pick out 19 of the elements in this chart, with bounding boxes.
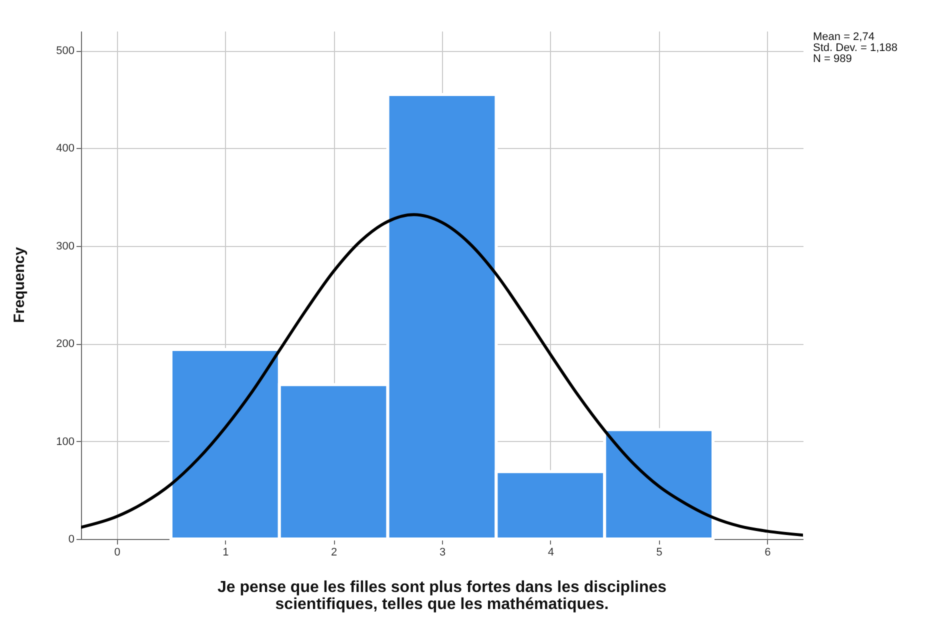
x-tick-label: 2 [331, 546, 338, 558]
y-tick-label: 300 [56, 240, 74, 252]
text: Mean = 2,74 [813, 31, 874, 43]
line-series [81, 213, 803, 537]
y-tick-label: 100 [56, 436, 74, 448]
x-tick-label: 1 [222, 546, 229, 558]
x-tick-label: 4 [548, 546, 554, 558]
x-axis-title: Je pense que les filles sont plus fortes dans les disciplines scientifiques, telles que les mathématiques. [217, 579, 667, 613]
y-tick-label: 200 [56, 338, 74, 350]
x-tick-label: 0 [114, 546, 120, 558]
x-tick-label: 5 [656, 546, 662, 558]
text: N = 989 [813, 53, 852, 65]
y-tick-label: 0 [68, 534, 74, 546]
y-axis-title: Frequency [11, 246, 28, 323]
x-tick-label: 3 [439, 546, 446, 558]
y-tick-label: 500 [56, 45, 74, 58]
text: Std. Dev. = 1,188 [813, 42, 898, 54]
x-tick-label: 6 [764, 546, 771, 558]
y-tick-label: 400 [56, 142, 74, 155]
